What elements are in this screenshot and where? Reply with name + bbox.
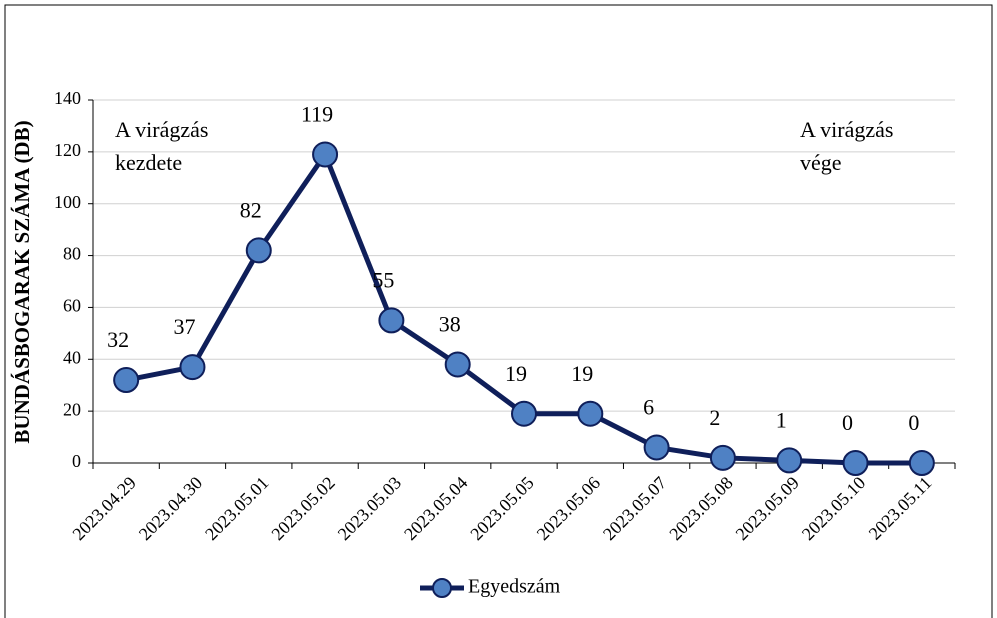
annotation: A virágzás [115,117,208,142]
legend-marker [432,578,452,598]
data-label: 82 [240,197,262,222]
data-label: 119 [301,101,333,126]
y-tick-label: 120 [54,140,81,160]
y-tick-label: 20 [63,399,81,419]
marker [179,354,206,381]
marker [709,444,736,471]
marker [842,450,869,476]
marker [378,307,405,334]
data-label: 55 [372,267,394,292]
marker [113,367,140,394]
data-label: 0 [842,410,853,435]
annotation: A virágzás [800,117,893,142]
data-label: 2 [709,405,720,430]
y-tick-label: 40 [63,347,81,367]
marker [643,434,670,461]
data-label: 19 [571,361,593,386]
data-label: 6 [643,394,654,419]
y-tick-label: 100 [54,192,81,212]
y-tick-label: 60 [63,296,81,316]
marker [444,351,471,378]
data-label: 1 [776,407,787,432]
annotation: vége [800,150,842,175]
chart-frame [4,4,993,618]
data-label: 37 [173,314,195,339]
y-axis-label: BUNDÁSBOGARAK SZÁMA (DB) [10,120,34,443]
marker [245,237,272,264]
marker [511,400,537,427]
annotation: kezdete [115,150,182,175]
marker [908,450,935,476]
legend-label: Egyedszám [468,576,561,598]
y-tick-label: 0 [72,451,81,471]
marker [577,400,604,427]
data-label: 38 [439,312,461,337]
marker [776,447,803,474]
y-tick-label: 140 [54,88,81,108]
y-tick-label: 80 [63,244,81,264]
data-label: 32 [107,327,129,352]
marker [312,141,339,168]
data-label: 0 [908,410,919,435]
data-label: 19 [505,361,527,386]
